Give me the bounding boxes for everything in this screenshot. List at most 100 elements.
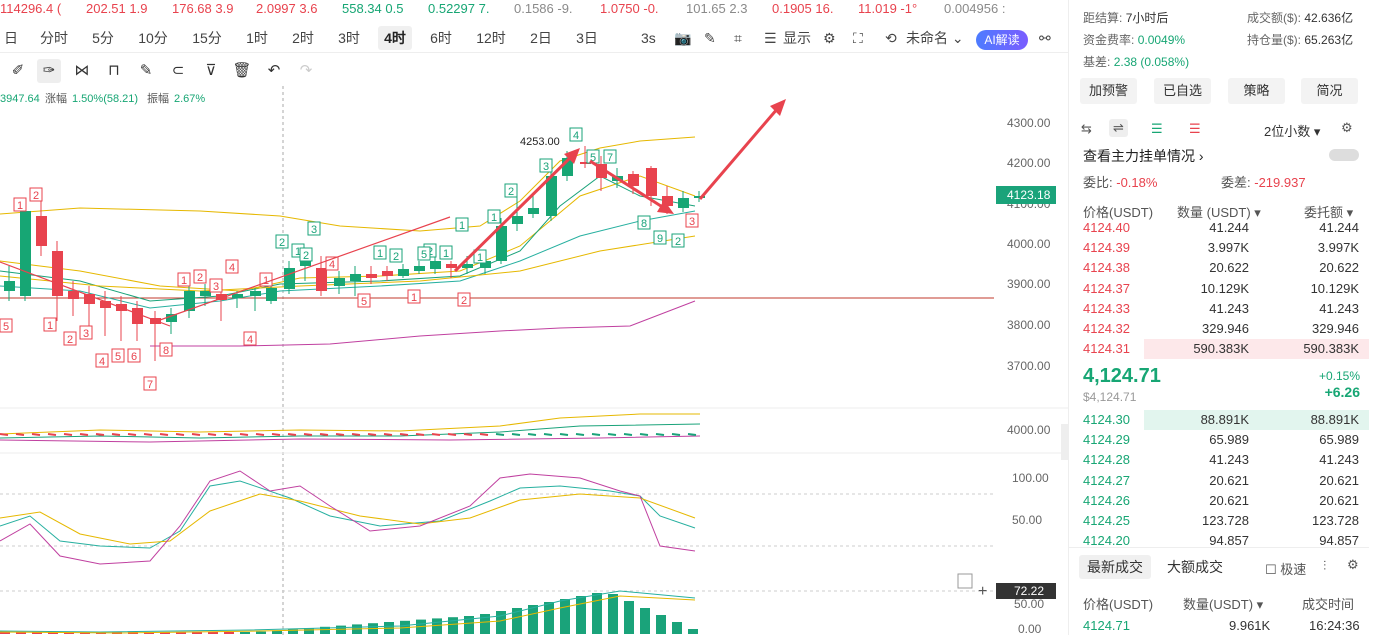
macd-bar (592, 593, 602, 634)
main-orders-toggle[interactable] (1329, 149, 1359, 161)
ticker-item[interactable]: 176.68 3.9 (172, 1, 234, 16)
orderbook-row[interactable]: 4124.27 20.621 20.621 (1069, 471, 1369, 491)
ticker-item[interactable]: 114296.4 ( (0, 1, 62, 16)
orderbook-both-icon[interactable]: ⇆ (1081, 121, 1092, 136)
td-mark: 2 (193, 269, 207, 284)
orderbook-row[interactable]: 4124.38 20.622 20.622 (1069, 258, 1369, 278)
ticker-item[interactable]: 0.52297 7. (428, 1, 490, 16)
filter-icon[interactable]: ⊽ (205, 62, 217, 79)
ticker-item[interactable]: 0.1586 -9. (514, 1, 573, 16)
timeframe-12[interactable]: 3日 (576, 30, 598, 46)
fullscreen-icon[interactable]: ⛶ (853, 30, 863, 46)
interval-selector[interactable]: 3s (641, 30, 656, 46)
timeframe-1[interactable]: 分时 (40, 30, 68, 46)
pen-icon[interactable]: ✎ (704, 30, 716, 46)
ruler-icon[interactable]: ✐ (11, 62, 25, 79)
timeframe-5[interactable]: 1时 (246, 30, 268, 46)
kline-chart[interactable]: 3947.64 涨幅 1.50%(58.21) 振幅 2.67% 4300.00… (0, 86, 1068, 635)
filter-icon[interactable]: ⫶ (1323, 558, 1327, 573)
td-mark: 1 (407, 289, 421, 304)
timeframe-0[interactable]: 日 (4, 30, 18, 46)
candle-body (512, 216, 523, 224)
settings-icon[interactable]: ⚙ (823, 30, 836, 46)
crop-icon[interactable]: ⌗ (734, 30, 742, 46)
trade-col-qty[interactable]: 数量(USDT) ▾ (1183, 597, 1264, 612)
trade-col-time: 成交时间 (1302, 597, 1355, 612)
pattern-icon[interactable]: ⋈ (74, 62, 90, 79)
strategy-button[interactable]: 策略 (1228, 78, 1285, 104)
timeframe-7[interactable]: 3时 (338, 30, 360, 46)
timeframe-10[interactable]: 12时 (476, 30, 506, 46)
orderbook-bids-icon[interactable]: ☰ (1151, 121, 1163, 136)
orderbook-row[interactable]: 4124.40 41.244 41.244 (1069, 218, 1369, 238)
ticker-item[interactable]: 101.65 2.3 (686, 1, 748, 16)
ticker-item[interactable]: 1.0750 -0. (600, 1, 659, 16)
orderbook-row[interactable]: 4124.31 590.383K 590.383K (1069, 339, 1369, 360)
decimals-selector[interactable]: 2位小数 ▾ (1264, 124, 1321, 139)
orderbook-row[interactable]: 4124.39 3.997K 3.997K (1069, 238, 1369, 258)
timeframe-2[interactable]: 5分 (92, 30, 114, 46)
share-icon[interactable]: ⚯ (1039, 30, 1051, 46)
overview-button[interactable]: 简况 (1301, 78, 1358, 104)
add-alert-button[interactable]: 加预警 (1080, 78, 1137, 104)
ticker-item[interactable]: 2.0997 3.6 (256, 1, 318, 16)
macd-bar (576, 596, 586, 634)
timeframe-11[interactable]: 2日 (530, 30, 552, 46)
td-label: 2 (197, 272, 203, 284)
orderbook-row[interactable]: 4124.26 20.621 20.621 (1069, 491, 1369, 511)
edit-icon[interactable]: ✎ (139, 62, 153, 79)
ai-interpret-button[interactable]: AI解读 (976, 30, 1028, 50)
col-total[interactable]: 委托额 ▾ (1304, 205, 1354, 220)
lock-icon[interactable]: ⊓ (108, 62, 120, 79)
orderbook-row[interactable]: 4124.25 123.728 123.728 (1069, 511, 1369, 531)
magnet-icon[interactable]: ⊂ (171, 62, 185, 79)
col-qty[interactable]: 数量 (USDT) ▾ (1177, 205, 1261, 220)
trash-icon[interactable]: 🗑 (232, 62, 252, 79)
vol-bar (0, 433, 9, 436)
orderbook-row[interactable]: 4124.33 41.243 41.243 (1069, 299, 1369, 319)
orderbook-asks-icon[interactable]: ☰ (1189, 121, 1201, 136)
ticker-item[interactable]: 558.34 0.5 (342, 1, 404, 16)
macd-bar (16, 632, 26, 634)
orderbook-row[interactable]: 4124.28 41.243 41.243 (1069, 450, 1369, 470)
main-orders-link[interactable]: 查看主力挂单情况 › (1083, 148, 1204, 164)
settings-icon[interactable]: ⚙ (1347, 557, 1359, 572)
volume-panel (0, 413, 701, 443)
layout-icon[interactable]: ⟲ (885, 30, 897, 46)
orderbook-row[interactable]: 4124.37 10.129K 10.129K (1069, 279, 1369, 299)
tab-latest-trades[interactable]: 最新成交 (1079, 555, 1151, 579)
panel-collapse-handle[interactable] (1061, 424, 1068, 460)
settings-icon[interactable]: ⚙ (1341, 120, 1353, 135)
orderbook-row[interactable]: 4124.29 65.989 65.989 (1069, 430, 1369, 450)
timeframe-6[interactable]: 2时 (292, 30, 314, 46)
tab-large-trades[interactable]: 大额成交 (1167, 559, 1223, 575)
ticker-item[interactable]: 0.004956 : (944, 1, 1006, 16)
orderbook-row[interactable]: 4124.32 329.946 329.946 (1069, 319, 1369, 339)
timeframe-8[interactable]: 4时 (378, 26, 412, 50)
orderbook-split-icon[interactable]: ⇌ (1109, 119, 1128, 137)
candle-body (694, 196, 705, 198)
timeframe-3[interactable]: 10分 (138, 30, 168, 46)
ticker-item[interactable]: 11.019 -1° (858, 1, 918, 16)
watchlist-button[interactable]: 已自选 (1154, 78, 1211, 104)
vol-bar (271, 433, 281, 436)
market-info-panel: 距结算: 7小时后 成交额($): 42.636亿 资金费率: 0.0049% … (1068, 0, 1383, 635)
plus-icon[interactable]: + (978, 583, 987, 600)
ticker-item[interactable]: 0.1905 16. (772, 1, 834, 16)
list-icon[interactable]: ☰ (764, 30, 777, 46)
resize-icon[interactable] (957, 573, 973, 589)
display-button[interactable]: 显示 (783, 30, 811, 46)
orderbook-row[interactable]: 4124.20 94.857 94.857 (1069, 531, 1369, 551)
brush-icon[interactable]: ✑ (37, 59, 61, 83)
row-price: 4124.28 (1083, 452, 1130, 468)
fast-mode-toggle[interactable]: ☐ 极速 (1265, 562, 1307, 577)
layout-name-selector[interactable]: 未命名 ⌄ (906, 30, 964, 46)
orderbook-row[interactable]: 4124.30 88.891K 88.891K (1069, 410, 1369, 430)
timeframe-4[interactable]: 15分 (192, 30, 222, 46)
td-label: 3 (311, 224, 317, 236)
redo-icon[interactable]: ↷ (299, 62, 313, 79)
timeframe-9[interactable]: 6时 (430, 30, 452, 46)
undo-icon[interactable]: ↶ (267, 62, 281, 79)
ticker-item[interactable]: 202.51 1.9 (86, 1, 148, 16)
camera-icon[interactable]: 📷 (674, 30, 692, 46)
